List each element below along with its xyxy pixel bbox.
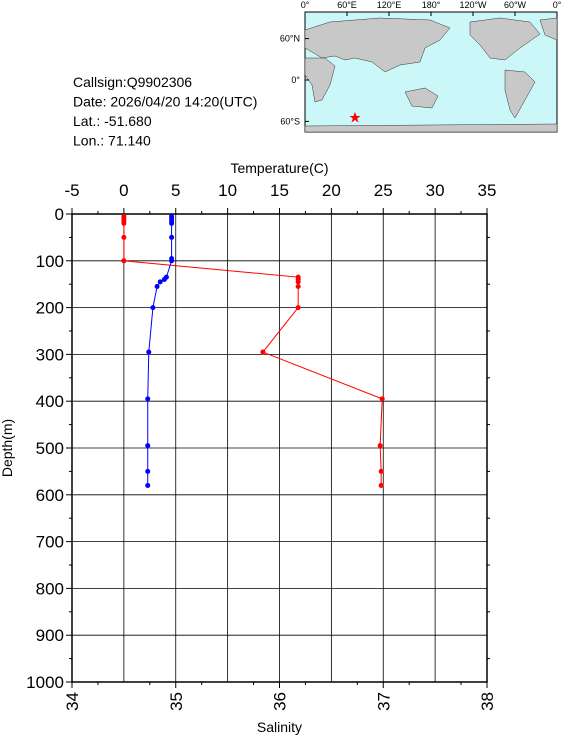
x2-axis-title: Salinity [257, 719, 302, 735]
profile-point [295, 305, 301, 311]
map-lon-label: 60°E [337, 0, 357, 10]
x-tick-label: 30 [426, 181, 445, 200]
profile-point [169, 234, 175, 240]
info-line: Date: 2026/04/20 14:20(UTC) [73, 94, 257, 110]
float-position [349, 112, 361, 123]
profile-point [157, 279, 163, 285]
map-lat-label: 60°N [280, 34, 300, 44]
y-tick-label: 700 [36, 533, 64, 552]
x-tick-label: 25 [374, 181, 393, 200]
profile-point [161, 277, 167, 283]
y-tick-label: 0 [55, 205, 64, 224]
profile-point [169, 220, 175, 226]
x-axis-title: Temperature(C) [230, 160, 328, 176]
info-line: Lat.: -51.680 [73, 113, 152, 129]
x-tick-label: 0 [119, 181, 128, 200]
profile-point [295, 284, 301, 290]
map-lon-label: 60°W [504, 0, 527, 10]
profile-point [146, 349, 152, 355]
map-lat-label: 0° [291, 75, 300, 85]
profile-point [260, 349, 266, 355]
map-lon-label: 180° [422, 0, 441, 10]
y-tick-label: 400 [36, 392, 64, 411]
x-tick-label: 20 [322, 181, 341, 200]
profile-point [378, 468, 384, 474]
map-lon-label: 0° [301, 0, 310, 10]
map-lon-label: 120°E [377, 0, 402, 10]
y-tick-label: 600 [36, 486, 64, 505]
profile-point [169, 258, 175, 264]
x2-tick-label: 38 [478, 692, 497, 711]
x2-tick-label: 34 [63, 692, 82, 711]
x-tick-label: 10 [218, 181, 237, 200]
x-tick-label: 5 [171, 181, 180, 200]
y-tick-label: 200 [36, 299, 64, 318]
info-line: Callsign:Q9902306 [73, 74, 192, 90]
x-tick-label: 35 [478, 181, 497, 200]
y-tick-label: 900 [36, 626, 64, 645]
info-line: Lon.: 71.140 [73, 133, 151, 149]
x-tick-label: -5 [64, 181, 79, 200]
profile-point [150, 305, 156, 311]
x2-tick-label: 35 [167, 692, 186, 711]
map-lat-label: 60°S [280, 116, 300, 126]
profile-point [145, 443, 151, 449]
y-axis-title: Depth(m) [0, 419, 15, 477]
profile-point [379, 396, 385, 402]
y-tick-label: 300 [36, 345, 64, 364]
profile-point [121, 220, 127, 226]
map-lon-label: 120°W [459, 0, 487, 10]
x2-tick-label: 37 [374, 692, 393, 711]
y-tick-label: 100 [36, 252, 64, 271]
profile-point [378, 482, 384, 488]
profile-point [295, 279, 301, 285]
map-land [304, 17, 558, 133]
x-tick-label: 15 [270, 181, 289, 200]
map [304, 11, 558, 133]
profile-point [145, 396, 151, 402]
profile-point [377, 443, 383, 449]
profile-point [145, 468, 151, 474]
profile-point [154, 284, 160, 290]
profile-point [145, 482, 151, 488]
profile-point [121, 258, 127, 264]
y-tick-label: 500 [36, 439, 64, 458]
map-lon-label: 0° [553, 0, 562, 10]
y-tick-label: 800 [36, 579, 64, 598]
x2-tick-label: 36 [271, 692, 290, 711]
y-tick-label: 1000 [26, 673, 64, 692]
profile-point [121, 234, 127, 240]
